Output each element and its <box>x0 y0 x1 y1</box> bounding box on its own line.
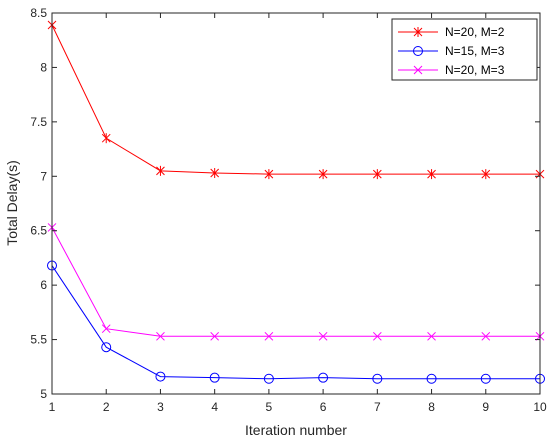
circle-marker-shape <box>209 372 220 383</box>
y-tick-label: 8 <box>40 60 47 74</box>
legend-marker <box>413 46 423 56</box>
x-marker-stroke <box>413 65 423 75</box>
series-layer <box>47 19 545 384</box>
x-marker-stroke <box>427 331 436 341</box>
series-line <box>51 24 540 175</box>
x-tick-label: 10 <box>533 400 547 414</box>
data-point <box>372 331 382 341</box>
series-3 <box>47 223 545 341</box>
x-marker-stroke <box>318 331 328 341</box>
data-point <box>210 331 220 341</box>
y-tick-label: 7 <box>40 169 47 183</box>
legend-marker <box>413 27 423 37</box>
y-tick-label: 8.5 <box>30 6 47 20</box>
legend-entry: N=20, M=2 <box>398 25 505 39</box>
circle-marker-shape <box>318 372 329 383</box>
x-tick-label: 5 <box>266 400 273 414</box>
data-point <box>372 169 382 180</box>
x-marker-stroke <box>481 331 491 341</box>
x-marker-stroke <box>264 331 274 341</box>
data-point <box>426 373 437 384</box>
data-point <box>101 133 111 144</box>
x-tick-label: 6 <box>320 400 327 414</box>
y-tick-label: 6 <box>40 278 47 292</box>
data-point <box>372 373 383 384</box>
x-marker-stroke <box>101 324 111 334</box>
legend-entry: N=20, M=3 <box>398 63 505 77</box>
series-line <box>51 227 540 337</box>
circle-marker-shape <box>426 373 437 384</box>
circle-marker-shape <box>155 371 166 382</box>
data-point <box>101 324 111 334</box>
data-point <box>318 169 328 180</box>
x-tick-label: 4 <box>211 400 218 414</box>
data-point <box>209 372 220 383</box>
legend-marker <box>413 65 423 75</box>
x-marker-stroke <box>156 331 165 341</box>
data-point <box>101 342 112 353</box>
data-point <box>156 165 165 176</box>
y-tick-label: 5.5 <box>30 333 47 347</box>
data-point <box>318 331 328 341</box>
x-marker-stroke <box>372 331 382 341</box>
x-tick-label: 3 <box>157 400 164 414</box>
circle-marker-shape <box>372 373 383 384</box>
circle-marker-shape <box>263 373 274 384</box>
data-point <box>427 169 436 180</box>
y-axis-label: Total Delay(s) <box>4 160 20 246</box>
data-point <box>480 373 491 384</box>
x-marker-stroke <box>210 331 220 341</box>
data-point <box>155 371 166 382</box>
legend-entry: N=15, M=3 <box>398 44 505 58</box>
data-point <box>481 331 491 341</box>
x-tick-label: 8 <box>428 400 435 414</box>
legend-label: N=15, M=3 <box>445 44 505 58</box>
y-tick-label: 5 <box>40 387 47 401</box>
data-point <box>481 169 491 180</box>
plot-frame <box>51 12 541 395</box>
series-line <box>51 265 540 380</box>
data-point <box>264 331 274 341</box>
legend: N=20, M=2 N=15, M=3 N=20, M=3 <box>391 18 538 81</box>
x-tick-label: 1 <box>49 400 56 414</box>
circle-marker-shape <box>101 342 112 353</box>
circle-marker-shape <box>480 373 491 384</box>
data-point <box>210 168 220 179</box>
x-tick-label: 2 <box>103 400 110 414</box>
circle-marker-shape <box>413 46 423 56</box>
x-tick-label: 9 <box>482 400 489 414</box>
data-point <box>263 373 274 384</box>
data-point <box>264 169 274 180</box>
series-2 <box>47 260 545 384</box>
x-tick-label: 7 <box>374 400 381 414</box>
data-point <box>427 331 436 341</box>
data-point <box>318 372 329 383</box>
legend-label: N=20, M=2 <box>445 25 505 39</box>
x-axis-label: Iteration number <box>245 422 347 438</box>
y-tick-label: 7.5 <box>30 115 47 129</box>
series-1 <box>47 19 545 180</box>
y-tick-label: 6.5 <box>30 224 47 238</box>
legend-label: N=20, M=3 <box>445 63 505 77</box>
data-point <box>156 331 165 341</box>
tick-layer: 1 2 3 4 5 6 7 8 9 10 5 5.5 6 6.5 7 7.5 8 8.5 <box>30 6 547 414</box>
